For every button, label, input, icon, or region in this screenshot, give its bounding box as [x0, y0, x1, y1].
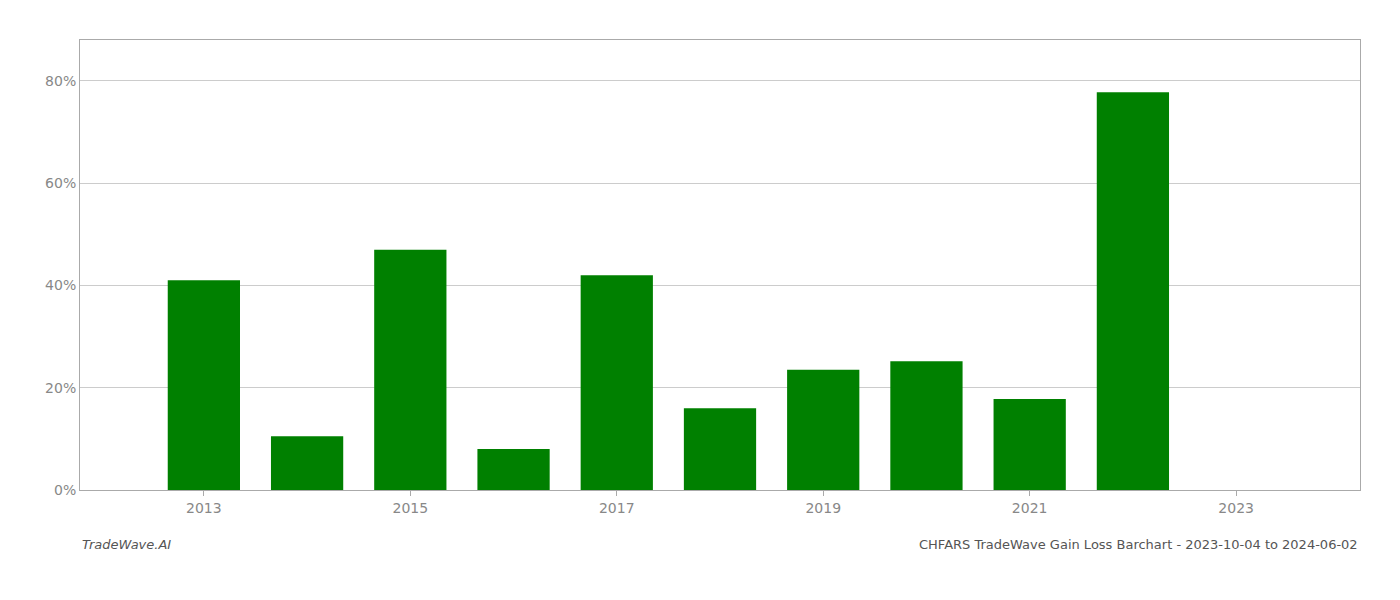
svg-text:40%: 40% — [45, 277, 76, 293]
svg-text:2015: 2015 — [392, 500, 428, 516]
svg-text:2021: 2021 — [1012, 500, 1048, 516]
svg-text:20%: 20% — [45, 380, 76, 396]
svg-text:TradeWave.AI: TradeWave.AI — [82, 537, 171, 552]
svg-text:CHFARS TradeWave Gain Loss Bar: CHFARS TradeWave Gain Loss Barchart - 20… — [919, 537, 1358, 552]
svg-text:0%: 0% — [54, 482, 76, 498]
svg-text:2019: 2019 — [805, 500, 841, 516]
svg-text:2017: 2017 — [599, 500, 635, 516]
svg-text:60%: 60% — [45, 175, 76, 191]
svg-text:2013: 2013 — [186, 500, 222, 516]
svg-text:2023: 2023 — [1218, 500, 1254, 516]
svg-text:80%: 80% — [45, 73, 76, 89]
